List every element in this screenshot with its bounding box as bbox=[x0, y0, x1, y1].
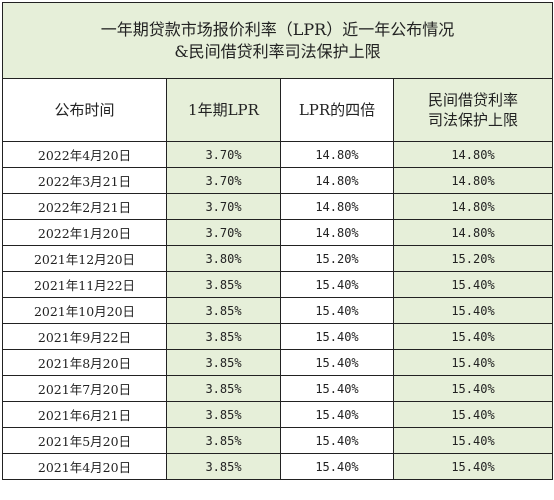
table-title: 一年期贷款市场报价利率（LPR）近一年公布情况 &民间借贷利率司法保护上限 bbox=[1, 2, 554, 79]
title-row: 一年期贷款市场报价利率（LPR）近一年公布情况 &民间借贷利率司法保护上限 bbox=[1, 2, 554, 79]
cap-cell: 15.40% bbox=[392, 453, 554, 480]
lpr-cell: 3.70% bbox=[166, 219, 281, 246]
date-cell: 2021年8月20日 bbox=[2, 349, 167, 376]
header-lpr-four-times: LPR的四倍 bbox=[280, 78, 394, 142]
table-row: 2021年10月20日 3.85% 15.40% 15.40% bbox=[2, 297, 554, 324]
lpr-cell: 3.85% bbox=[166, 271, 281, 298]
lpr-cell: 3.85% bbox=[166, 427, 281, 454]
cap-cell: 14.80% bbox=[392, 219, 554, 246]
lpr-cell: 3.85% bbox=[166, 453, 281, 480]
date-cell: 2021年12月20日 bbox=[2, 245, 167, 272]
lpr-four-times-cell: 15.40% bbox=[280, 297, 394, 324]
lpr-four-times-cell: 15.40% bbox=[280, 271, 394, 298]
date-cell: 2021年11月22日 bbox=[2, 271, 167, 298]
lpr-cell: 3.70% bbox=[166, 141, 281, 168]
table-row: 2022年1月20日 3.70% 14.80% 14.80% bbox=[2, 219, 554, 246]
lpr-four-times-cell: 15.40% bbox=[280, 453, 394, 480]
table-row: 2021年5月20日 3.85% 15.40% 15.40% bbox=[2, 427, 554, 454]
table-row: 2021年7月20日 3.85% 15.40% 15.40% bbox=[2, 375, 554, 402]
header-lpr: 1年期LPR bbox=[166, 78, 281, 142]
lpr-cell: 3.85% bbox=[166, 297, 281, 324]
date-cell: 2021年6月21日 bbox=[2, 401, 167, 428]
table-row: 2021年4月20日 3.85% 15.40% 15.40% bbox=[2, 453, 554, 480]
lpr-four-times-cell: 14.80% bbox=[280, 167, 394, 194]
lpr-cell: 3.85% bbox=[166, 375, 281, 402]
lpr-cell: 3.70% bbox=[166, 193, 281, 220]
lpr-cell: 3.85% bbox=[166, 349, 281, 376]
header-cap-line-2: 司法保护上限 bbox=[428, 111, 519, 129]
cap-cell: 15.40% bbox=[392, 271, 554, 298]
lpr-cell: 3.70% bbox=[166, 167, 281, 194]
table-row: 2021年8月20日 3.85% 15.40% 15.40% bbox=[2, 349, 554, 376]
date-cell: 2022年4月20日 bbox=[2, 141, 167, 168]
date-cell: 2022年3月21日 bbox=[2, 167, 167, 194]
lpr-table: 一年期贷款市场报价利率（LPR）近一年公布情况 &民间借贷利率司法保护上限 公布… bbox=[1, 2, 554, 480]
table-row: 2021年12月20日 3.80% 15.20% 15.20% bbox=[2, 245, 554, 272]
lpr-four-times-cell: 15.40% bbox=[280, 375, 394, 402]
date-cell: 2021年5月20日 bbox=[2, 427, 167, 454]
header-row: 公布时间 1年期LPR LPR的四倍 民间借贷利率 司法保护上限 bbox=[2, 78, 554, 142]
date-cell: 2021年9月22日 bbox=[2, 323, 167, 350]
cap-cell: 15.40% bbox=[392, 323, 554, 350]
header-cap: 民间借贷利率 司法保护上限 bbox=[392, 78, 554, 142]
lpr-four-times-cell: 15.40% bbox=[280, 349, 394, 376]
cap-cell: 15.40% bbox=[392, 375, 554, 402]
lpr-four-times-cell: 15.40% bbox=[280, 401, 394, 428]
cap-cell: 15.40% bbox=[392, 427, 554, 454]
table-row: 2022年2月21日 3.70% 14.80% 14.80% bbox=[2, 193, 554, 220]
cap-cell: 14.80% bbox=[392, 141, 554, 168]
date-cell: 2021年4月20日 bbox=[2, 453, 167, 480]
cap-cell: 15.40% bbox=[392, 297, 554, 324]
date-cell: 2022年2月21日 bbox=[2, 193, 167, 220]
title-line-2: &民间借贷利率司法保护上限 bbox=[174, 41, 381, 61]
header-date: 公布时间 bbox=[2, 78, 167, 142]
header-cap-line-1: 民间借贷利率 bbox=[428, 91, 519, 109]
table-row: 2021年9月22日 3.85% 15.40% 15.40% bbox=[2, 323, 554, 350]
table-row: 2021年11月22日 3.85% 15.40% 15.40% bbox=[2, 271, 554, 298]
cap-cell: 15.40% bbox=[392, 401, 554, 428]
table-container: 一年期贷款市场报价利率（LPR）近一年公布情况 &民间借贷利率司法保护上限 公布… bbox=[1, 2, 554, 480]
lpr-cell: 3.80% bbox=[166, 245, 281, 272]
date-cell: 2022年1月20日 bbox=[2, 219, 167, 246]
lpr-four-times-cell: 14.80% bbox=[280, 193, 394, 220]
date-cell: 2021年10月20日 bbox=[2, 297, 167, 324]
lpr-four-times-cell: 15.40% bbox=[280, 323, 394, 350]
cap-cell: 14.80% bbox=[392, 167, 554, 194]
table-row: 2022年3月21日 3.70% 14.80% 14.80% bbox=[2, 167, 554, 194]
cap-cell: 15.20% bbox=[392, 245, 554, 272]
title-line-1: 一年期贷款市场报价利率（LPR）近一年公布情况 bbox=[100, 19, 455, 39]
table-row: 2021年6月21日 3.85% 15.40% 15.40% bbox=[2, 401, 554, 428]
table-body: 2022年4月20日 3.70% 14.80% 14.80% 2022年3月21日 3.7… bbox=[2, 141, 554, 480]
lpr-four-times-cell: 14.80% bbox=[280, 141, 394, 168]
lpr-four-times-cell: 15.20% bbox=[280, 245, 394, 272]
table-row: 2022年4月20日 3.70% 14.80% 14.80% bbox=[2, 141, 554, 168]
date-cell: 2021年7月20日 bbox=[2, 375, 167, 402]
lpr-cell: 3.85% bbox=[166, 323, 281, 350]
cap-cell: 14.80% bbox=[392, 193, 554, 220]
cap-cell: 15.40% bbox=[392, 349, 554, 376]
lpr-four-times-cell: 14.80% bbox=[280, 219, 394, 246]
lpr-four-times-cell: 15.40% bbox=[280, 427, 394, 454]
lpr-cell: 3.85% bbox=[166, 401, 281, 428]
